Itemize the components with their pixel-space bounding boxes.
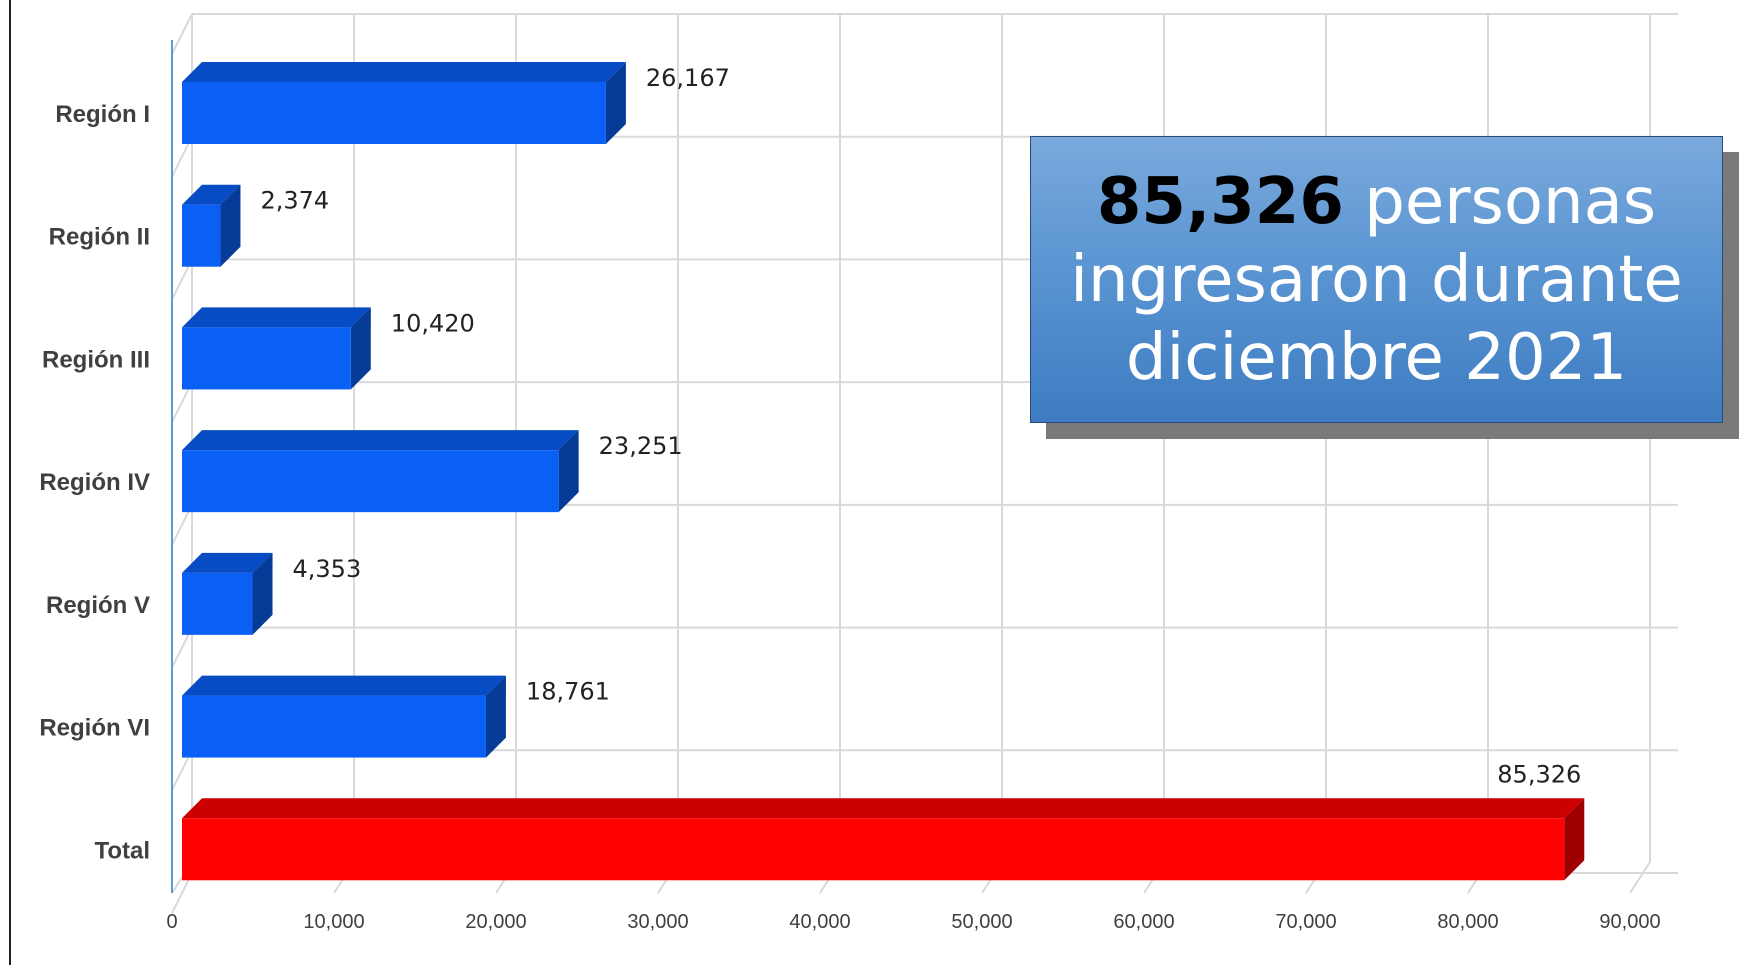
callout-line-1: 85,326 personas	[1097, 163, 1656, 241]
bar-top	[182, 675, 506, 696]
category-label: Región III	[42, 346, 150, 373]
value-label: 23,251	[599, 432, 683, 460]
bar-side	[252, 552, 273, 635]
x-tick-label: 10,000	[303, 911, 364, 933]
callout-text-3: diciembre 2021	[1125, 320, 1628, 395]
value-label: 4,353	[293, 555, 362, 583]
bar	[182, 82, 606, 144]
bar-side	[350, 307, 371, 390]
category-label: Región V	[46, 592, 150, 619]
x-tick-label: 50,000	[951, 911, 1012, 933]
bar-side	[220, 184, 241, 267]
left-border	[9, 0, 11, 965]
bar	[182, 204, 221, 267]
summary-callout: 85,326 personas ingresaron durante dicie…	[1030, 136, 1739, 439]
x-tick-label: 70,000	[1275, 911, 1336, 933]
value-label: 26,167	[646, 64, 730, 92]
value-label: 10,420	[391, 309, 475, 337]
bar-top	[182, 307, 371, 328]
bar-top	[182, 62, 626, 82]
bar-top	[182, 798, 1585, 819]
callout-box: 85,326 personas ingresaron durante dicie…	[1030, 136, 1723, 423]
bar-top	[182, 430, 579, 451]
category-label: Región VI	[39, 715, 150, 742]
callout-highlight-number: 85,326	[1096, 164, 1344, 239]
bar	[182, 327, 351, 390]
x-tick-label: 80,000	[1437, 911, 1498, 933]
value-label: 85,326	[1497, 760, 1581, 788]
value-label: 2,374	[260, 187, 329, 215]
bar-top	[182, 184, 241, 205]
gridline-floor	[1629, 861, 1651, 894]
value-label: 18,761	[526, 678, 610, 706]
bar-top	[182, 552, 273, 573]
callout-text-2: ingresaron durante	[1070, 242, 1683, 317]
bar-side	[605, 62, 626, 144]
bar-side	[1564, 798, 1585, 881]
bar-side	[485, 675, 506, 758]
bar	[182, 450, 559, 513]
category-label: Región IV	[39, 469, 150, 496]
callout-text-1: personas	[1364, 164, 1657, 239]
bar-side	[558, 430, 579, 513]
x-tick-label: 0	[166, 911, 177, 933]
x-tick-label: 60,000	[1113, 911, 1174, 933]
gridline-side	[171, 13, 193, 55]
bar	[182, 695, 486, 758]
category-label: Total	[94, 837, 150, 864]
x-tick-label: 40,000	[789, 911, 850, 933]
category-label: Región I	[55, 101, 150, 128]
x-tick-label: 30,000	[627, 911, 688, 933]
category-label: Región II	[49, 224, 150, 251]
x-tick-label: 20,000	[465, 911, 526, 933]
bar	[182, 818, 1565, 881]
x-tick-label: 90,000	[1599, 911, 1660, 933]
bar	[182, 572, 253, 635]
